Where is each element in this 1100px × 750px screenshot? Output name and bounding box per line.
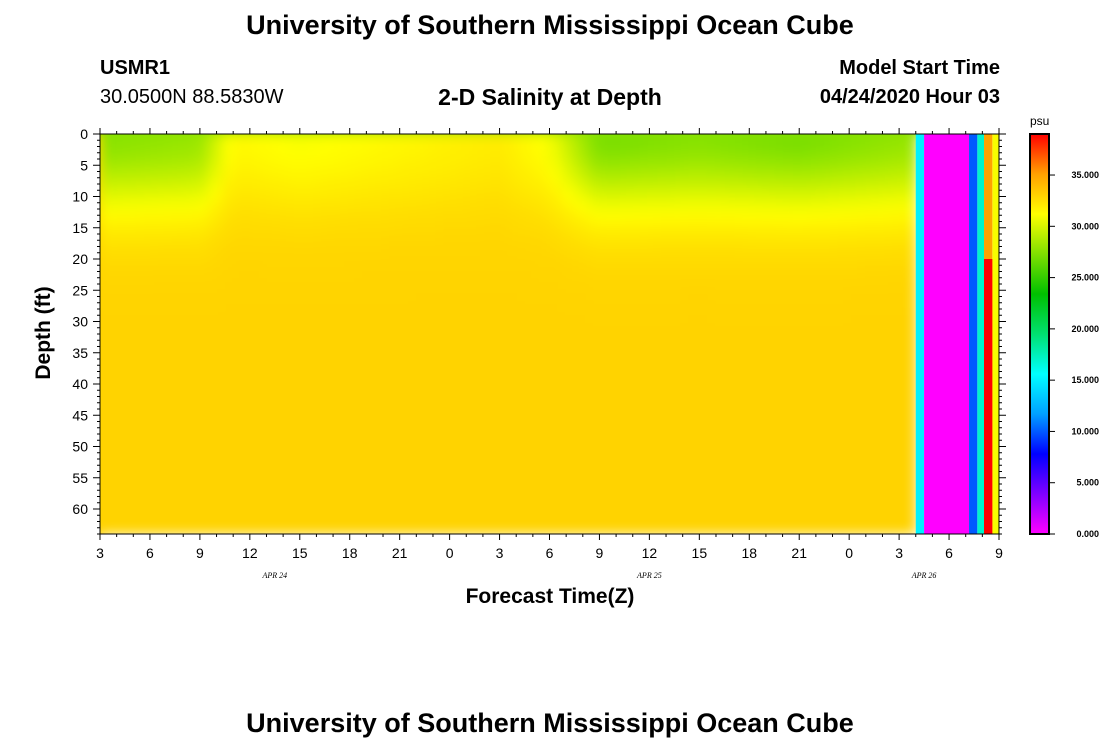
y-tick-label: 60: [72, 501, 88, 517]
x-tick-label: 0: [446, 545, 454, 561]
colorbar-tick-label: 30.000: [1071, 221, 1099, 231]
model-start-time: 04/24/2020 Hour 03: [819, 86, 1000, 108]
chart-title: 2-D Salinity at Depth: [438, 84, 662, 110]
x-tick-label: 9: [596, 545, 604, 561]
colorbar-tick-label: 35.000: [1071, 170, 1099, 180]
y-tick-label: 0: [80, 126, 88, 142]
x-date-label: APR 25: [636, 571, 662, 580]
page-title: University of Southern Mississippi Ocean…: [246, 10, 854, 40]
x-tick-label: 6: [146, 545, 154, 561]
x-tick-label: 15: [292, 545, 308, 561]
footer-title: University of Southern Mississippi Ocean…: [246, 708, 854, 738]
x-tick-label: 3: [895, 545, 903, 561]
y-tick-label: 45: [72, 407, 88, 423]
y-tick-label: 50: [72, 439, 88, 455]
station-id: USMR1: [100, 57, 171, 79]
colorbar-tick-label: 25.000: [1071, 273, 1099, 283]
x-date-label: APR 24: [261, 571, 287, 580]
colorbar-tick-label: 0.000: [1076, 529, 1099, 539]
anomaly-band: [992, 134, 999, 534]
anomaly-band: [915, 134, 925, 534]
x-tick-label: 21: [791, 545, 807, 561]
x-tick-label: 12: [242, 545, 258, 561]
y-tick-label: 20: [72, 251, 88, 267]
x-tick-label: 9: [995, 545, 1003, 561]
x-axis-label: Forecast Time(Z): [465, 585, 635, 608]
x-tick-label: 0: [845, 545, 853, 561]
station-coordinates: 30.0500N 88.5830W: [100, 86, 284, 108]
y-tick-label: 15: [72, 220, 88, 236]
anomaly-band: [984, 259, 993, 534]
y-axis-label: Depth (ft): [32, 286, 55, 380]
y-tick-label: 5: [80, 157, 88, 173]
x-tick-label: 9: [196, 545, 204, 561]
x-tick-label: 3: [96, 545, 104, 561]
x-tick-label: 6: [945, 545, 953, 561]
colorbar-tick-label: 5.000: [1076, 478, 1099, 488]
model-start-label: Model Start Time: [839, 57, 1000, 79]
colorbar: [1029, 133, 1050, 535]
anomaly-band: [977, 134, 985, 534]
x-tick-label: 18: [342, 545, 358, 561]
y-tick-label: 40: [72, 376, 88, 392]
y-tick-label: 55: [72, 470, 88, 486]
x-tick-label: 6: [546, 545, 554, 561]
colorbar-units-label: psu: [1030, 114, 1050, 128]
y-tick-label: 35: [72, 345, 88, 361]
y-tick-label: 10: [72, 189, 88, 205]
x-date-label: APR 26: [911, 571, 937, 580]
colorbar-tick-label: 10.000: [1071, 426, 1099, 436]
x-tick-label: 12: [642, 545, 658, 561]
anomaly-band: [969, 134, 978, 534]
heatmap-area: [100, 134, 999, 534]
x-tick-label: 18: [741, 545, 757, 561]
x-tick-label: 15: [692, 545, 708, 561]
colorbar-tick-label: 15.000: [1071, 375, 1099, 385]
x-tick-label: 3: [496, 545, 504, 561]
colorbar-tick-label: 20.000: [1071, 324, 1099, 334]
y-tick-label: 30: [72, 314, 88, 330]
anomaly-band: [924, 134, 970, 534]
y-tick-label: 25: [72, 282, 88, 298]
x-tick-label: 21: [392, 545, 408, 561]
